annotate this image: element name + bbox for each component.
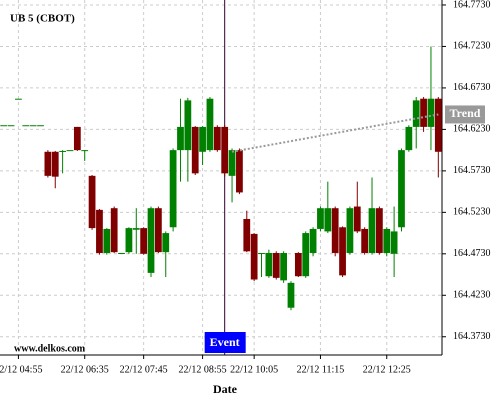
chart-title: UB 5 (CBOT) [10,13,75,25]
candle-body [258,252,265,254]
candle-body [309,228,317,253]
x-tick-label: 22/12 11:15 [297,364,345,375]
candle-body [412,100,420,127]
candle-body [331,208,339,253]
trend-label: Trend [450,106,481,120]
candle-body [427,98,435,127]
candle-body [147,208,155,273]
candle-body [420,98,427,127]
candle-body [162,233,170,253]
y-tick-label: 164.6730 [453,82,491,93]
candle-body [140,228,148,254]
candle-body [339,227,346,276]
candle-body [361,228,369,253]
candle-body [405,126,413,151]
candle-body [265,252,273,277]
candle-body [228,150,236,176]
y-tick-label: 164.5730 [453,165,491,176]
candle-body [250,233,258,280]
trend-line [231,113,439,153]
candle-body [125,228,133,253]
x-tick-label: 22/12 10:05 [230,364,278,375]
candle-body [280,252,287,281]
candle-body [88,175,96,229]
y-tick-label: 164.5230 [453,207,491,218]
candle-body [199,126,206,152]
candle-body [29,125,37,127]
candle-body [103,228,111,253]
candle-body [132,228,140,230]
candle-body [81,150,89,152]
x-tick-label: 22/12 12:25 [363,364,411,375]
candle-body [169,150,177,228]
candle-body [118,252,125,254]
candle-body [434,98,442,152]
candle-body [0,125,8,127]
candle-body [221,126,229,174]
candle-body [44,151,52,176]
candle-body [206,98,214,151]
x-tick-label: 22/12 07:45 [120,364,168,375]
candle-body [59,150,66,152]
x-axis-label: Date [213,382,238,396]
candle-body [390,231,398,254]
y-tick-label: 164.7730 [453,0,491,10]
candle-body [398,150,405,228]
candle-body [383,228,391,253]
x-tick-label: 22/12 04:55 [0,364,42,375]
y-tick-label: 164.3730 [453,331,491,342]
candle-body [376,208,383,253]
candle-body [317,208,324,229]
candle-body [302,233,310,277]
candle-body [272,252,280,278]
candle-body [15,98,22,100]
candle-body [37,125,44,127]
candle-body [177,126,184,151]
y-tick-label: 164.4230 [453,290,491,301]
candle-body [66,150,74,152]
candle-body [51,151,59,177]
candle-body [184,100,192,151]
y-tick-label: 164.7230 [453,41,491,52]
trend-box [445,105,485,124]
candle-body [236,150,243,193]
event-box [204,332,246,353]
candle-body [294,252,302,277]
candle-body [346,208,354,253]
candle-body [7,125,15,127]
candle-body [353,206,361,232]
candle-body [22,125,30,127]
source: www.delkos.com [14,343,86,354]
candle-body [191,126,199,174]
candle-body [73,126,81,151]
candle-body [155,208,162,253]
candle-body [110,208,118,253]
event-label: Event [210,335,240,349]
candle-body [368,208,376,253]
x-tick-label: 22/12 06:35 [61,364,109,375]
candle-body [243,218,251,252]
candle-body [287,282,295,308]
candle-body [96,209,103,253]
x-tick-label: 22/12 08:55 [179,364,227,375]
candle-body [324,208,332,232]
y-tick-label: 164.6230 [453,124,491,135]
y-tick-label: 164.4730 [453,248,491,259]
candle-body [213,126,221,151]
